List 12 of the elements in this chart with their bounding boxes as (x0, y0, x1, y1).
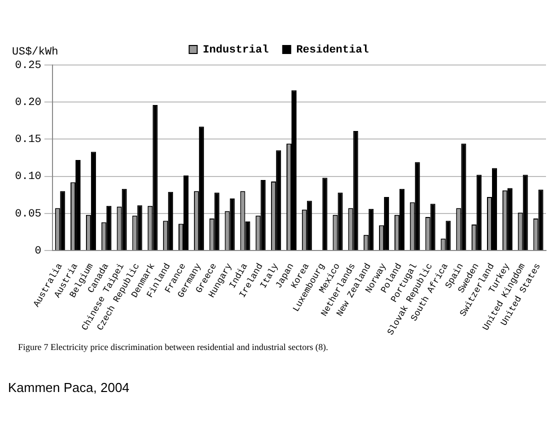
y-tick-label: 0.15 (15, 134, 42, 146)
caption: Figure 7 Electricity price discrimination between residential and industrial sectors (8). (18, 342, 330, 352)
y-tick-label: 0.05 (15, 208, 42, 220)
y-tick-label: 0.10 (15, 171, 42, 184)
y-tick-label: 0.25 (15, 60, 42, 72)
y-axis-title: US$/kWh (12, 46, 58, 58)
y-tick-label: 0 (34, 245, 42, 258)
y-tick-label: 0.20 (15, 96, 42, 109)
legend-label: Residential (296, 44, 370, 56)
bar (322, 178, 328, 250)
text: Kammen Paca, 2004 (8, 380, 130, 395)
legend-label: Industrial (202, 44, 270, 56)
